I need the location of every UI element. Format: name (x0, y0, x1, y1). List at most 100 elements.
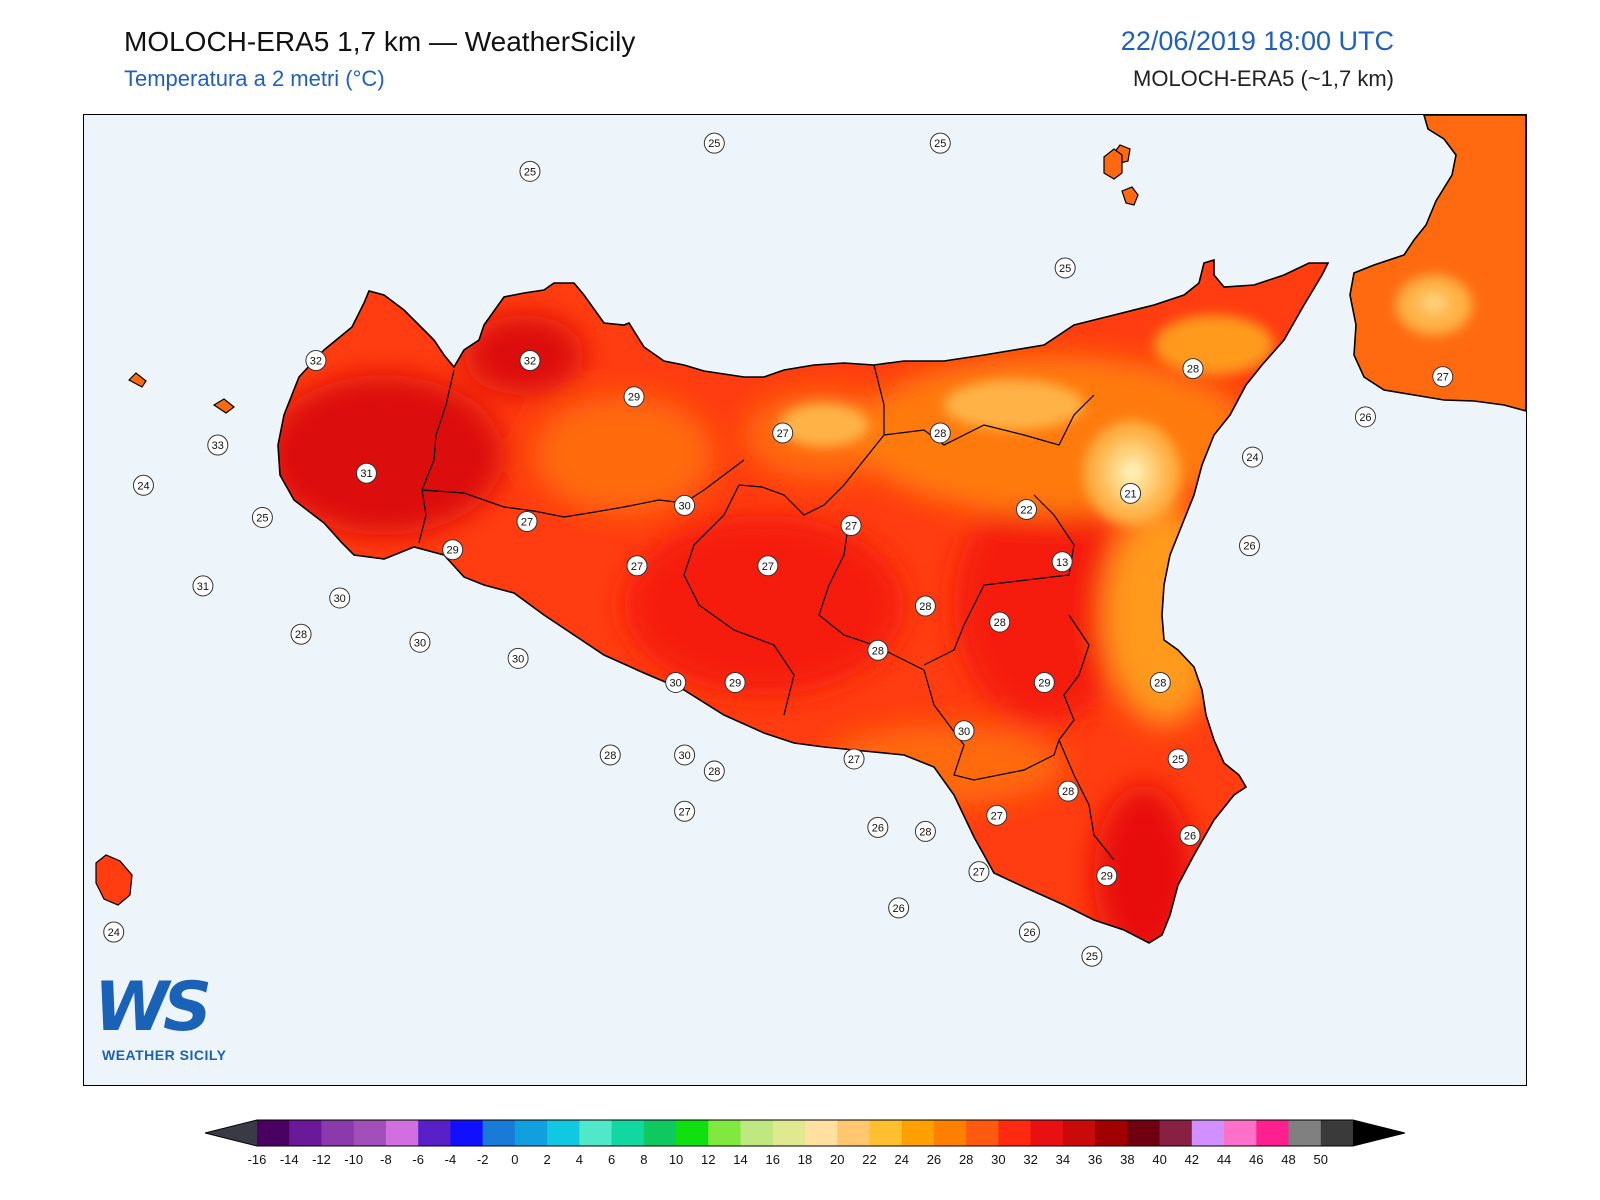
station-marker (914, 820, 936, 842)
station-label[interactable]: 28 (929, 422, 951, 444)
colorbar-tick-label: 18 (798, 1152, 812, 1167)
station-label[interactable]: 25 (1054, 257, 1076, 279)
colorbar-tick-label: 24 (894, 1152, 908, 1167)
station-label[interactable]: 26 (1179, 824, 1201, 846)
temperature-colorbar: -16 -14 -12 -10 -8 -6 -4 -2 0 2 4 6 8 10 12 14 16 18 20 22 2… (205, 1119, 1405, 1167)
station-marker (840, 515, 862, 537)
station-label[interactable]: 25 (929, 132, 951, 154)
station-label[interactable]: 21 (1120, 482, 1142, 504)
station-value: 27 (762, 561, 774, 573)
station-label[interactable]: 29 (1096, 865, 1118, 887)
station-label[interactable]: 27 (840, 515, 862, 537)
station-label[interactable]: 28 (914, 595, 936, 617)
station-label[interactable]: 32 (519, 350, 541, 372)
station-label[interactable]: 32 (305, 350, 327, 372)
station-label[interactable]: 28 (1057, 780, 1079, 802)
station-label[interactable]: 26 (1238, 535, 1260, 557)
station-label[interactable]: 28 (989, 611, 1011, 633)
station-value: 28 (872, 645, 884, 657)
station-label[interactable]: 25 (1167, 748, 1189, 770)
station-marker (867, 639, 889, 661)
station-label[interactable]: 27 (968, 861, 990, 883)
station-label[interactable]: 28 (914, 820, 936, 842)
station-label[interactable]: 25 (251, 506, 273, 528)
station-label[interactable]: 25 (1081, 945, 1103, 967)
station-label[interactable]: 28 (1149, 672, 1171, 694)
station-value: 22 (1020, 504, 1032, 516)
station-value: 13 (1056, 557, 1068, 569)
station-label[interactable]: 26 (888, 897, 910, 919)
colorbar-tick-label: 40 (1152, 1152, 1166, 1167)
station-label[interactable]: 26 (1018, 921, 1040, 943)
station-value: 28 (994, 617, 1006, 629)
station-marker (519, 350, 541, 372)
station-label[interactable]: 27 (674, 800, 696, 822)
station-label[interactable]: 33 (207, 434, 229, 456)
station-value: 27 (1437, 372, 1449, 384)
station-marker (929, 422, 951, 444)
colorbar-ticks: -16 -14 -12 -10 -8 -6 -4 -2 0 2 4 6 8 10 12 14 16 18 20 22 2… (248, 1152, 1328, 1167)
station-label[interactable]: 30 (665, 672, 687, 694)
logo-mark: WS (94, 968, 212, 1047)
station-label[interactable]: 28 (703, 760, 725, 782)
station-label[interactable]: 28 (290, 623, 312, 645)
station-marker (1238, 535, 1260, 557)
station-label[interactable]: 27 (516, 511, 538, 533)
station-label[interactable]: 27 (1432, 366, 1454, 388)
province-borders (418, 364, 1115, 861)
colorbar-outline (205, 1119, 1405, 1147)
colorbar-tick-label: -8 (380, 1152, 392, 1167)
colorbar-tick-label: 2 (544, 1152, 551, 1167)
temperature-map[interactable]: 25 25 25 25 32 32 29 27 28 28 27 26 24 21 22 27 30 27 29 33… (83, 114, 1527, 1086)
station-label[interactable]: 29 (623, 386, 645, 408)
station-label[interactable]: 30 (507, 647, 529, 669)
station-label[interactable]: 27 (757, 555, 779, 577)
station-label[interactable]: 28 (599, 744, 621, 766)
station-label[interactable]: 30 (409, 631, 431, 653)
station-label[interactable]: 25 (703, 132, 725, 154)
station-label[interactable]: 31 (355, 462, 377, 484)
colorbar-cell (1062, 1120, 1096, 1146)
station-label[interactable]: 29 (1033, 672, 1055, 694)
station-label[interactable]: 27 (986, 804, 1008, 826)
colorbar-cell (901, 1120, 935, 1146)
station-label[interactable]: 27 (626, 555, 648, 577)
colorbar-tick-label: -6 (412, 1152, 424, 1167)
station-marker (507, 647, 529, 669)
station-label[interactable]: 31 (192, 575, 214, 597)
station-label[interactable]: 30 (329, 587, 351, 609)
station-label[interactable]: 27 (772, 422, 794, 444)
station-label[interactable]: 22 (1016, 498, 1038, 520)
station-label[interactable]: 27 (843, 748, 865, 770)
station-value: 24 (137, 480, 149, 492)
station-label[interactable]: 29 (724, 672, 746, 694)
station-value: 28 (295, 629, 307, 641)
station-label[interactable]: 30 (674, 744, 696, 766)
station-label[interactable]: 24 (103, 921, 125, 943)
station-label[interactable]: 30 (953, 720, 975, 742)
station-label[interactable]: 25 (519, 160, 541, 182)
colorbar-tick-label: 26 (927, 1152, 941, 1167)
colorbar-cell (643, 1120, 677, 1146)
colorbar-cell (450, 1120, 484, 1146)
station-marker (1432, 366, 1454, 388)
station-label[interactable]: 26 (1354, 406, 1376, 428)
station-marker (888, 897, 910, 919)
station-label[interactable]: 28 (1182, 358, 1204, 380)
station-marker (103, 921, 125, 943)
station-label[interactable]: 26 (867, 816, 889, 838)
station-label[interactable]: 24 (1241, 446, 1263, 468)
etna-summit (1120, 459, 1144, 487)
colorbar-max-extension (1353, 1120, 1405, 1146)
station-marker (626, 555, 648, 577)
station-label[interactable]: 13 (1051, 551, 1073, 573)
station-label[interactable]: 30 (674, 494, 696, 516)
colorbar-cell (1159, 1120, 1193, 1146)
colorbar-cell (1191, 1120, 1225, 1146)
station-marker (867, 816, 889, 838)
station-label[interactable]: 24 (132, 474, 154, 496)
station-value: 31 (360, 468, 372, 480)
station-label[interactable]: 28 (867, 639, 889, 661)
station-label[interactable]: 29 (442, 539, 464, 561)
station-marker (355, 462, 377, 484)
